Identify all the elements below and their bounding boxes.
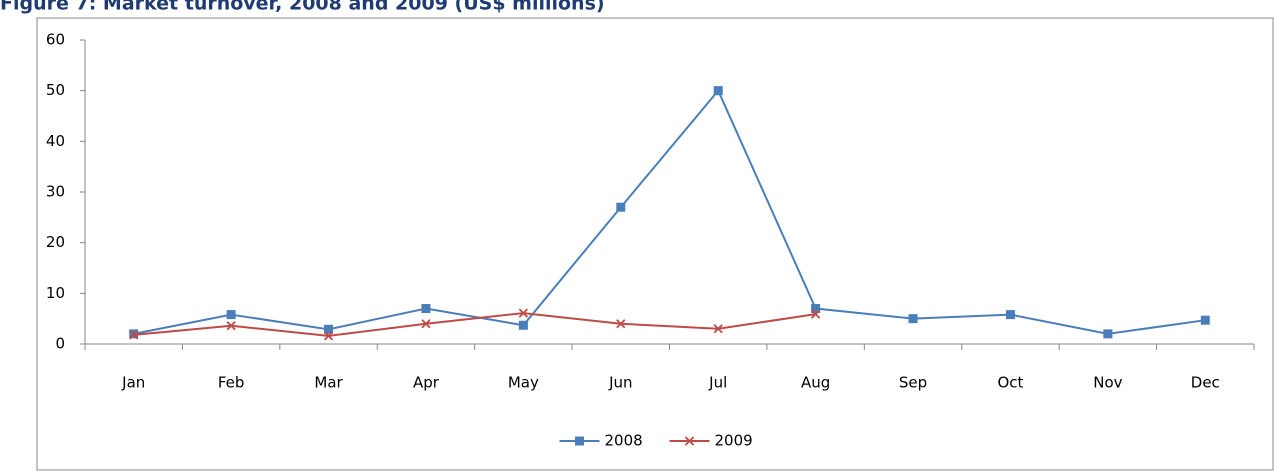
chart-border <box>36 17 1274 471</box>
x-tick-label: May <box>508 374 539 392</box>
data-point <box>1103 329 1113 339</box>
x-tick-label: Jan <box>121 374 145 392</box>
y-tick-label: 40 <box>46 132 65 150</box>
x-tick-label: Mar <box>314 374 343 392</box>
data-point <box>713 86 723 96</box>
y-tick-label: 60 <box>46 31 65 49</box>
legend-marker <box>575 436 584 446</box>
data-point <box>323 331 334 341</box>
x-tick-label: Jul <box>708 374 727 392</box>
series-line <box>133 312 816 337</box>
series-line <box>133 88 1206 335</box>
data-point <box>324 324 334 334</box>
data-point <box>616 202 626 212</box>
data-point <box>421 319 431 329</box>
y-tick-label: 20 <box>46 233 65 251</box>
y-tick-label: 50 <box>46 81 65 99</box>
data-point <box>1005 310 1015 320</box>
data-point <box>908 314 918 324</box>
data-point <box>616 319 626 329</box>
x-tick-label: Apr <box>413 374 440 392</box>
data-point <box>713 324 723 334</box>
x-tick-label: Nov <box>1093 374 1122 392</box>
data-point <box>226 321 236 331</box>
data-point <box>518 308 529 318</box>
x-tick-label: Oct <box>997 374 1023 392</box>
data-point <box>810 309 821 319</box>
data-point <box>518 320 528 330</box>
legend-marker <box>684 436 695 446</box>
x-tick-label: Dec <box>1191 374 1220 392</box>
x-tick-label: Feb <box>218 374 245 392</box>
x-tick-label: Sep <box>899 374 927 392</box>
x-tick-label: Jun <box>608 374 632 392</box>
data-point <box>811 304 821 314</box>
y-tick-label: 30 <box>46 183 65 201</box>
chart-title: Figure 7: Market turnover, 2008 and 2009… <box>0 0 605 15</box>
data-point <box>129 330 139 340</box>
data-point <box>226 310 236 320</box>
x-tick-label: Aug <box>801 374 830 392</box>
data-point <box>1200 315 1210 325</box>
y-tick-label: 10 <box>46 284 65 302</box>
legend-label: 2009 <box>715 432 753 450</box>
data-point <box>421 304 431 314</box>
y-tick-label: 0 <box>55 335 65 353</box>
legend-label: 2008 <box>605 432 643 450</box>
